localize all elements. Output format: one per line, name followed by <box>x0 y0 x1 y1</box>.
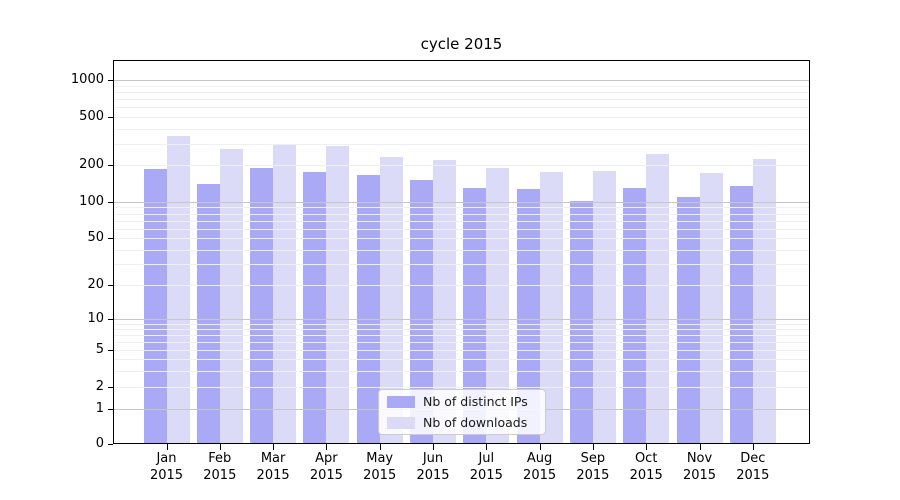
bar-distinct-ips <box>623 188 647 444</box>
y-tick-mark <box>108 284 113 286</box>
y-tick-mark <box>108 408 113 410</box>
y-tick-mark <box>108 201 113 203</box>
legend-label-distinct-ips: Nb of distinct IPs <box>423 394 528 409</box>
x-axis-tick-label: Oct 2015 <box>629 451 663 483</box>
legend-swatch-distinct-ips <box>387 395 415 408</box>
x-axis-tick-label: Aug 2015 <box>523 451 557 483</box>
y-axis-tick-label: 10 <box>87 311 104 327</box>
bar-distinct-ips <box>410 180 433 444</box>
y-tick-mark <box>108 80 113 81</box>
bar-downloads <box>433 160 456 444</box>
bars-layer <box>113 60 810 444</box>
legend-swatch-downloads <box>387 416 415 429</box>
bar-distinct-ips <box>729 186 753 444</box>
bar-distinct-ips <box>356 175 380 444</box>
x-axis-tick-label: Nov 2015 <box>682 451 717 483</box>
bar-distinct-ips <box>569 201 593 444</box>
bar-distinct-ips <box>516 189 540 444</box>
x-axis-tick-label: Jun 2015 <box>416 451 450 483</box>
y-tick-mark <box>108 238 113 240</box>
plot-area: Nb of distinct IPs Nb of downloads <box>113 60 810 444</box>
y-axis-tick-label: 1 <box>95 400 104 416</box>
y-axis-tick-label: 500 <box>79 108 104 124</box>
y-axis-tick-label: 5 <box>95 342 104 358</box>
bar-distinct-ips <box>676 196 700 444</box>
bar-downloads <box>539 172 563 444</box>
y-tick-mark <box>108 319 113 321</box>
x-tick-mark <box>326 444 328 450</box>
x-tick-mark <box>166 444 168 450</box>
x-tick-mark <box>699 444 701 450</box>
y-axis-tick-label: 20 <box>87 276 104 292</box>
x-axis-tick-label: Jul 2015 <box>469 451 503 483</box>
legend-row-distinct-ips: Nb of distinct IPs <box>379 393 545 410</box>
y-axis-tick-label: 200 <box>79 157 104 173</box>
y-tick-mark <box>108 387 113 389</box>
x-axis-tick-label: Dec 2015 <box>736 451 770 483</box>
x-tick-mark <box>219 444 221 450</box>
x-axis-tick-label: Jan 2015 <box>149 451 184 483</box>
y-axis-tick-label: 0 <box>95 436 104 451</box>
x-axis-tick-label: May 2015 <box>363 451 397 483</box>
bar-downloads <box>592 170 616 444</box>
y-tick-mark <box>108 350 113 352</box>
bar-distinct-ips <box>303 172 327 444</box>
x-tick-mark <box>273 444 275 450</box>
bar-downloads <box>219 149 243 444</box>
bar-downloads <box>166 135 190 444</box>
y-axis-tick-label: 1000 <box>70 72 104 87</box>
x-axis-tick-label: Sep 2015 <box>576 451 610 483</box>
chart-title: cycle 2015 <box>420 35 503 53</box>
legend-label-downloads: Nb of downloads <box>423 415 528 430</box>
x-tick-mark <box>539 444 541 450</box>
x-tick-mark <box>646 444 648 450</box>
bar-distinct-ips <box>143 169 167 444</box>
x-axis-tick-label: Feb 2015 <box>203 451 237 483</box>
x-tick-mark <box>486 444 488 450</box>
y-tick-mark <box>108 165 113 167</box>
x-tick-mark <box>379 444 381 450</box>
x-axis-tick-label: Mar 2015 <box>256 451 290 483</box>
bar-downloads <box>752 158 776 444</box>
bar-downloads <box>486 167 510 444</box>
bar-downloads <box>699 173 723 444</box>
bar-downloads <box>379 156 403 444</box>
y-axis-tick-label: 100 <box>79 193 104 209</box>
bar-downloads <box>273 143 297 444</box>
y-tick-mark <box>108 444 113 445</box>
y-axis-tick-label: 50 <box>87 230 104 246</box>
x-tick-mark <box>433 444 434 450</box>
x-axis-tick-label: Apr 2015 <box>309 451 343 483</box>
x-tick-mark <box>592 444 594 450</box>
bar-distinct-ips <box>196 184 220 444</box>
bar-downloads <box>326 145 350 444</box>
legend: Nb of distinct IPs Nb of downloads <box>378 389 546 435</box>
bar-distinct-ips <box>463 188 487 444</box>
bar-downloads <box>646 154 670 444</box>
y-axis-tick-label: 2 <box>95 379 104 395</box>
x-tick-mark <box>752 444 754 450</box>
y-tick-mark <box>108 116 113 118</box>
legend-row-downloads: Nb of downloads <box>379 414 545 431</box>
bar-distinct-ips <box>250 167 274 444</box>
